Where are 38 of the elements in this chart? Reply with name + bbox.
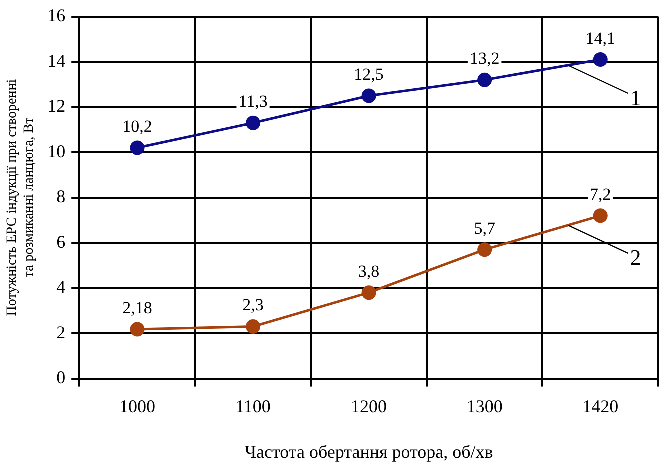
x-tick-label: 1100 xyxy=(236,396,271,416)
y-axis-title: Потужність ЕРС індукції при створенні та розмиканні ланцюга, Вт xyxy=(5,79,37,316)
point xyxy=(593,208,608,224)
point xyxy=(478,72,492,88)
point xyxy=(362,286,376,300)
data-label: 11,3 xyxy=(238,92,268,112)
x-tick-label: 1000 xyxy=(119,396,156,416)
point xyxy=(130,322,145,337)
data-label: 10,2 xyxy=(122,116,152,136)
point xyxy=(246,116,261,130)
data-label: 13,2 xyxy=(470,49,500,68)
y-tick-label: 6 xyxy=(56,232,66,252)
y-tick-label: 10 xyxy=(48,141,66,162)
data-label: 7,2 xyxy=(590,184,612,204)
point xyxy=(478,242,492,258)
y-tick-label: 2 xyxy=(56,322,66,342)
x-axis-title: Частота обертання ротора, об/хв xyxy=(244,442,494,462)
point xyxy=(362,88,376,104)
data-label: 14,1 xyxy=(586,28,616,48)
x-tick-label: 1420 xyxy=(582,396,619,416)
x-tick-label: 1200 xyxy=(351,396,388,416)
y-tick-label: 8 xyxy=(56,186,66,207)
point xyxy=(246,320,261,334)
series-label: 2 xyxy=(630,245,642,270)
point xyxy=(593,52,608,68)
y-tick-label: 16 xyxy=(48,6,66,26)
data-label: 3,8 xyxy=(358,262,380,281)
series-label: 1 xyxy=(630,85,642,110)
y-tick-label: 0 xyxy=(56,368,66,388)
data-label: 2,18 xyxy=(122,298,152,318)
y-tick-label: 4 xyxy=(56,277,66,298)
y-tick-label: 14 xyxy=(48,50,66,71)
data-label: 12,5 xyxy=(354,64,384,84)
x-tick-label: 1300 xyxy=(466,396,503,416)
data-label: 5,7 xyxy=(474,218,496,238)
y-tick-label: 12 xyxy=(48,96,66,116)
point xyxy=(130,140,145,156)
data-label: 2,3 xyxy=(242,296,264,315)
